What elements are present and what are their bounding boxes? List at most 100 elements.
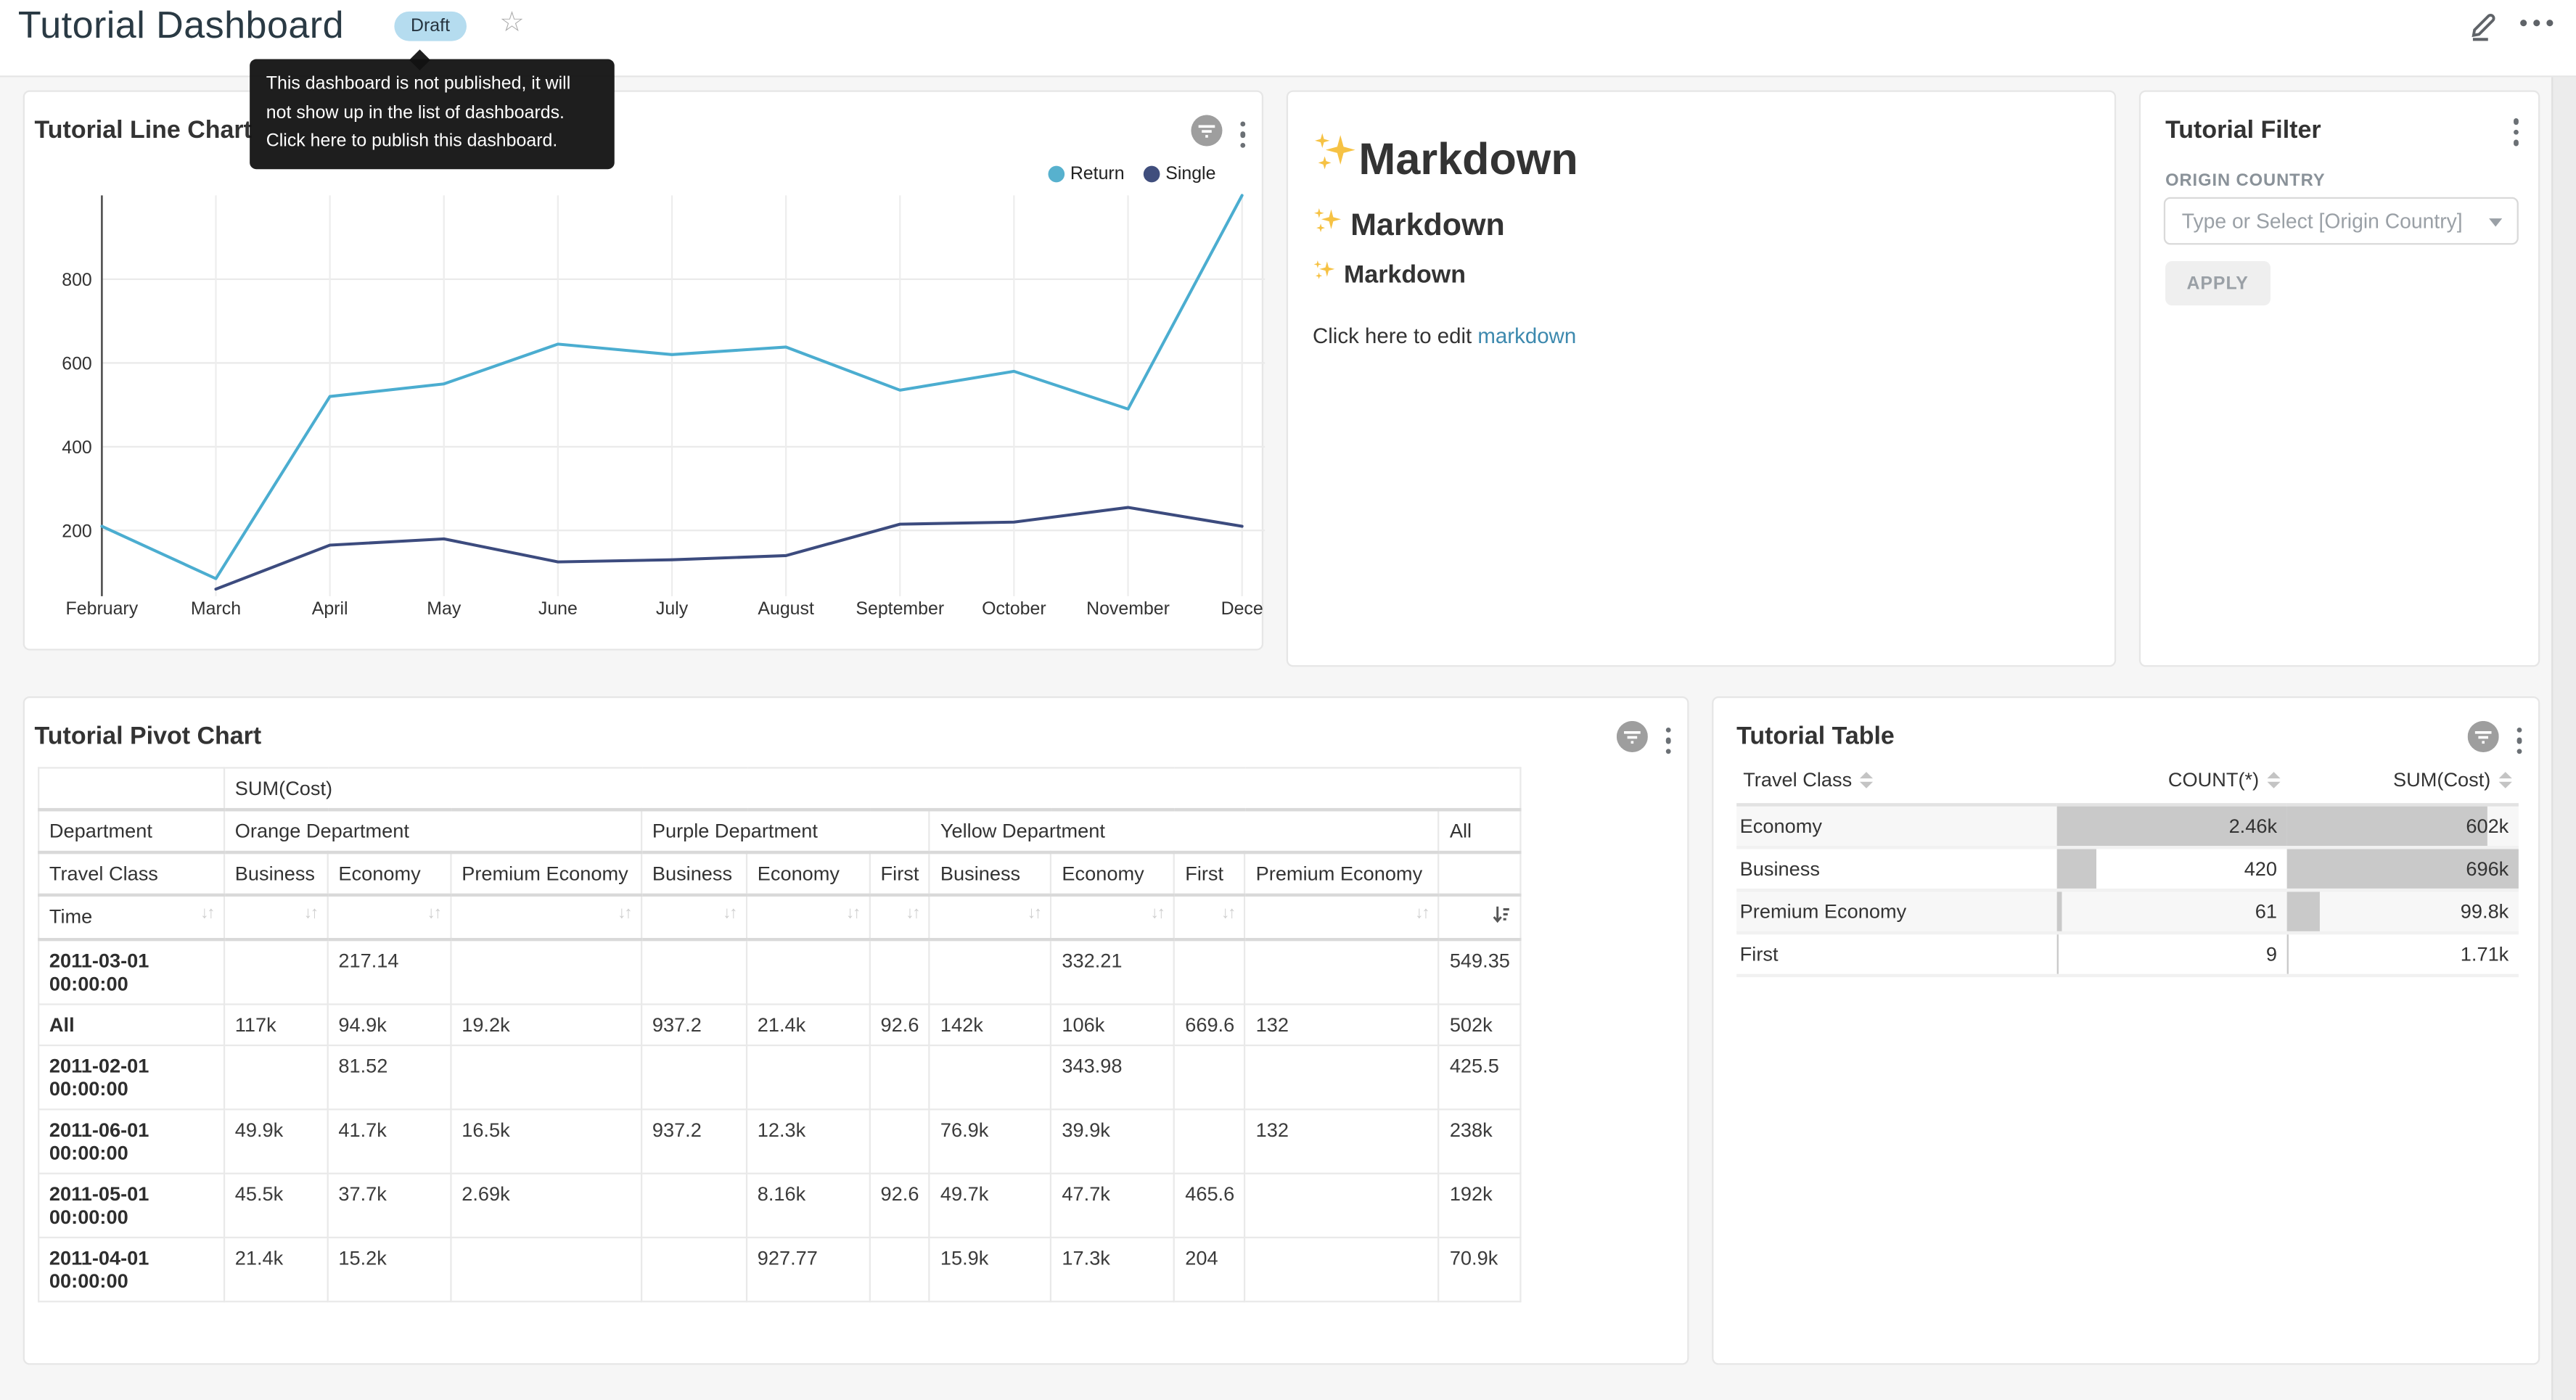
- pivot-value-cell: 217.14: [328, 939, 451, 1004]
- pivot-sort-cell[interactable]: ↓↑: [224, 895, 328, 939]
- pivot-sort-cell[interactable]: ↓↑: [870, 895, 930, 939]
- sparkles-icon: [1313, 131, 1357, 187]
- count-bar: [2057, 934, 2058, 973]
- x-axis-tick: April: [312, 598, 348, 619]
- pivot-value-cell: 37.7k: [328, 1174, 451, 1238]
- pivot-value-cell: [1245, 1045, 1439, 1109]
- sum-bar: [2287, 934, 2288, 973]
- origin-country-select[interactable]: Type or Select [Origin Country]: [2164, 197, 2519, 245]
- line-chart-plot[interactable]: 200400600800FebruaryMarchAprilMayJuneJul…: [25, 92, 1265, 652]
- pivot-travel-class-label: Travel Class: [38, 852, 224, 895]
- pivot-value-cell: 117k: [224, 1004, 328, 1045]
- pivot-value-cell: [747, 939, 870, 1004]
- pivot-value-cell: [641, 939, 747, 1004]
- pivot-value-cell: 332.21: [1051, 939, 1175, 1004]
- apply-button[interactable]: APPLY: [2165, 261, 2270, 305]
- sum-cell: 602k: [2287, 806, 2519, 845]
- sort-icon[interactable]: ↓↑: [427, 905, 440, 923]
- x-axis-tick: Dece: [1221, 598, 1263, 619]
- table-row: First91.71k: [1736, 933, 2519, 976]
- sum-cell: 99.8k: [2287, 892, 2519, 931]
- tooltip-text: This dashboard is not published, it will…: [266, 74, 570, 152]
- x-axis-tick: September: [856, 598, 944, 619]
- sort-desc-active-icon[interactable]: [1492, 905, 1510, 930]
- count-cell: 420: [2057, 849, 2287, 888]
- pivot-sort-cell[interactable]: ↓↑: [747, 895, 870, 939]
- pivot-value-cell: 92.6: [870, 1004, 930, 1045]
- table-column-header[interactable]: SUM(Cost): [2287, 757, 2519, 804]
- travel-class-cell: Economy: [1736, 806, 2056, 845]
- pivot-value-cell: 238k: [1439, 1109, 1521, 1173]
- travel-class-table: Travel ClassCOUNT(*)SUM(Cost)Economy2.46…: [1736, 757, 2519, 977]
- sort-icon[interactable]: ↓↑: [200, 905, 213, 923]
- table-row: Business420696k: [1736, 847, 2519, 890]
- pivot-value-cell: [641, 1174, 747, 1238]
- table-row: Economy2.46k602k: [1736, 804, 2519, 847]
- travel-table-grid: Travel ClassCOUNT(*)SUM(Cost)Economy2.46…: [1736, 757, 2519, 977]
- pivot-sort-cell[interactable]: ↓↑: [451, 895, 641, 939]
- sort-carets-icon: [2267, 772, 2280, 788]
- pivot-row: 2011-02-01 00:00:0081.52343.98425.5: [38, 1045, 1520, 1109]
- kebab-menu-icon[interactable]: [2513, 724, 2525, 757]
- pivot-value-cell: [451, 1238, 641, 1301]
- sort-icon[interactable]: ↓↑: [1027, 905, 1041, 923]
- kebab-menu-icon[interactable]: [2509, 115, 2522, 148]
- scrollbar-track[interactable]: [2551, 77, 2576, 1400]
- filter-indicator-icon[interactable]: [1616, 721, 1647, 760]
- publish-tooltip: This dashboard is not published, it will…: [250, 59, 615, 169]
- pivot-value-cell: 343.98: [1051, 1045, 1175, 1109]
- kebab-menu-icon[interactable]: [1662, 724, 1674, 757]
- pivot-value-cell: [1175, 1109, 1245, 1173]
- more-options-icon[interactable]: [2520, 20, 2553, 26]
- star-icon[interactable]: ☆: [499, 7, 525, 39]
- pivot-sort-cell[interactable]: ↓↑: [328, 895, 451, 939]
- pivot-time-sort-cell[interactable]: Time↓↑: [38, 895, 224, 939]
- pivot-sort-cell[interactable]: ↓↑: [1175, 895, 1245, 939]
- pivot-class-header: Business: [930, 852, 1051, 895]
- pivot-value-cell: 39.9k: [1051, 1109, 1175, 1173]
- x-axis-tick: February: [66, 598, 139, 619]
- y-axis-tick: 400: [62, 437, 92, 458]
- pivot-class-header: Economy: [747, 852, 870, 895]
- pivot-value-cell: 21.4k: [747, 1004, 870, 1045]
- pivot-sort-cell[interactable]: ↓↑: [641, 895, 747, 939]
- pivot-table: SUM(Cost)DepartmentOrange DepartmentPurp…: [38, 767, 1522, 1302]
- sort-icon[interactable]: ↓↑: [723, 905, 736, 923]
- sort-icon[interactable]: ↓↑: [1415, 905, 1428, 923]
- sort-carets-icon: [1860, 772, 1873, 788]
- table-column-header[interactable]: Travel Class: [1736, 757, 2056, 804]
- pivot-class-header: First: [1175, 852, 1245, 895]
- pivot-value-cell: 16.5k: [451, 1109, 641, 1173]
- pivot-sort-cell[interactable]: ↓↑: [1245, 895, 1439, 939]
- x-axis-tick: November: [1086, 598, 1170, 619]
- pivot-sort-cell[interactable]: [1439, 895, 1521, 939]
- pivot-value-cell: 15.9k: [930, 1238, 1051, 1301]
- pivot-value-cell: 465.6: [1175, 1174, 1245, 1238]
- pivot-value-cell: [1245, 1174, 1439, 1238]
- sort-icon[interactable]: ↓↑: [1151, 905, 1164, 923]
- pivot-row: 2011-06-01 00:00:0049.9k41.7k16.5k937.21…: [38, 1109, 1520, 1173]
- pivot-value-cell: [1175, 939, 1245, 1004]
- pivot-value-cell: 45.5k: [224, 1174, 328, 1238]
- draft-badge[interactable]: Draft: [394, 12, 466, 41]
- filter-indicator-icon[interactable]: [2467, 721, 2498, 760]
- sort-icon[interactable]: ↓↑: [1221, 905, 1234, 923]
- table-column-header[interactable]: COUNT(*): [2057, 757, 2287, 804]
- pivot-value-cell: 192k: [1439, 1174, 1521, 1238]
- pivot-value-cell: [224, 1045, 328, 1109]
- edit-pencil-icon[interactable]: [2468, 8, 2501, 49]
- pivot-class-header: Premium Economy: [1245, 852, 1439, 895]
- pivot-value-cell: [870, 1238, 930, 1301]
- pivot-sort-cell[interactable]: ↓↑: [930, 895, 1051, 939]
- pivot-value-cell: 19.2k: [451, 1004, 641, 1045]
- pivot-value-cell: 41.7k: [328, 1109, 451, 1173]
- sort-icon[interactable]: ↓↑: [304, 905, 317, 923]
- x-axis-tick: June: [538, 598, 578, 619]
- pivot-sort-cell[interactable]: ↓↑: [1051, 895, 1175, 939]
- sort-icon[interactable]: ↓↑: [906, 905, 919, 923]
- sort-icon[interactable]: ↓↑: [618, 905, 631, 923]
- sort-icon[interactable]: ↓↑: [846, 905, 859, 923]
- markdown-edit-link[interactable]: markdown: [1477, 324, 1576, 348]
- pivot-class-header: Economy: [1051, 852, 1175, 895]
- pivot-row: 2011-04-01 00:00:0021.4k15.2k927.7715.9k…: [38, 1238, 1520, 1301]
